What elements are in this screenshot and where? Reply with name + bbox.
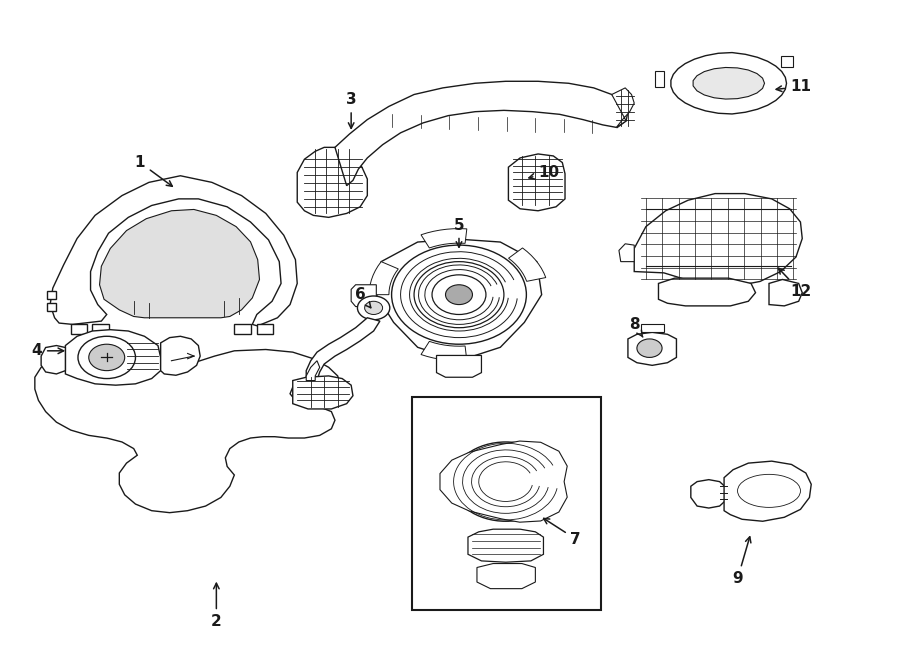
Polygon shape: [369, 261, 399, 295]
Polygon shape: [628, 332, 677, 365]
Text: 6: 6: [355, 287, 371, 308]
Polygon shape: [655, 71, 664, 87]
Circle shape: [392, 245, 526, 344]
Polygon shape: [619, 244, 634, 261]
Polygon shape: [376, 239, 542, 361]
Polygon shape: [508, 248, 545, 281]
Polygon shape: [160, 336, 200, 375]
Polygon shape: [234, 324, 250, 334]
Text: 1: 1: [135, 155, 172, 186]
Text: 12: 12: [778, 268, 811, 299]
Polygon shape: [691, 480, 727, 508]
Polygon shape: [297, 148, 367, 217]
Text: 9: 9: [733, 537, 751, 587]
Polygon shape: [93, 324, 109, 334]
Polygon shape: [436, 355, 482, 377]
Bar: [736, 478, 753, 497]
Circle shape: [446, 285, 472, 305]
Polygon shape: [693, 68, 764, 99]
Circle shape: [414, 261, 504, 328]
Polygon shape: [335, 81, 628, 185]
Polygon shape: [659, 278, 755, 306]
Polygon shape: [306, 361, 319, 381]
Polygon shape: [508, 154, 565, 211]
Circle shape: [357, 296, 390, 320]
Text: 2: 2: [211, 583, 221, 629]
Text: 3: 3: [346, 92, 356, 128]
Polygon shape: [724, 461, 811, 521]
Polygon shape: [468, 529, 544, 562]
Bar: [757, 478, 775, 497]
Polygon shape: [256, 324, 273, 334]
Circle shape: [486, 467, 526, 496]
Polygon shape: [166, 341, 177, 351]
Polygon shape: [48, 291, 57, 299]
Polygon shape: [780, 56, 793, 67]
Polygon shape: [421, 228, 467, 248]
Text: 11: 11: [776, 79, 811, 94]
Polygon shape: [50, 175, 297, 326]
Polygon shape: [100, 209, 259, 318]
Polygon shape: [351, 285, 376, 307]
Polygon shape: [612, 88, 634, 128]
Bar: [412, 397, 601, 610]
Circle shape: [432, 275, 486, 314]
Circle shape: [452, 442, 560, 521]
Polygon shape: [641, 324, 664, 332]
Polygon shape: [440, 441, 567, 522]
Polygon shape: [66, 330, 160, 385]
Polygon shape: [634, 193, 802, 286]
Text: 5: 5: [454, 218, 464, 247]
Polygon shape: [182, 341, 193, 351]
Text: 8: 8: [629, 317, 643, 337]
Circle shape: [364, 301, 382, 314]
Circle shape: [78, 336, 136, 379]
Polygon shape: [421, 342, 467, 361]
Polygon shape: [48, 303, 57, 311]
Circle shape: [637, 339, 662, 357]
Polygon shape: [71, 324, 87, 334]
Text: 7: 7: [544, 518, 581, 547]
Polygon shape: [769, 279, 802, 306]
Polygon shape: [41, 346, 66, 374]
Polygon shape: [670, 52, 787, 114]
Text: 10: 10: [529, 165, 560, 180]
Circle shape: [470, 455, 542, 508]
Text: 4: 4: [32, 344, 64, 358]
Circle shape: [89, 344, 125, 371]
Circle shape: [495, 474, 517, 489]
Polygon shape: [306, 318, 380, 381]
Bar: [778, 478, 796, 497]
Polygon shape: [292, 376, 353, 409]
Polygon shape: [302, 388, 326, 404]
Polygon shape: [477, 563, 536, 589]
Polygon shape: [35, 350, 340, 512]
